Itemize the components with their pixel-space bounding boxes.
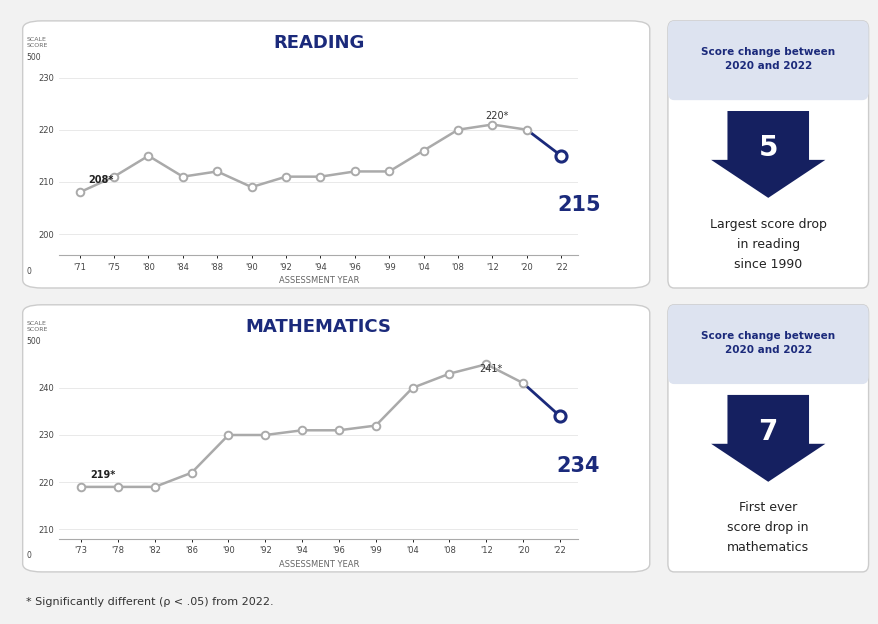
Text: 0: 0	[26, 267, 32, 276]
Polygon shape	[710, 395, 824, 482]
Text: 500: 500	[26, 337, 41, 346]
Text: * Significantly different (ρ < .05) from 2022.: * Significantly different (ρ < .05) from…	[26, 597, 274, 607]
Text: 5: 5	[758, 134, 777, 162]
X-axis label: ASSESSMENT YEAR: ASSESSMENT YEAR	[278, 560, 358, 568]
FancyBboxPatch shape	[667, 305, 867, 572]
FancyBboxPatch shape	[23, 21, 649, 288]
Text: Score change between
2020 and 2022: Score change between 2020 and 2022	[701, 331, 834, 355]
Text: 219*: 219*	[90, 470, 115, 480]
Text: 241*: 241*	[479, 364, 501, 374]
X-axis label: ASSESSMENT YEAR: ASSESSMENT YEAR	[278, 276, 358, 285]
Text: 500: 500	[26, 53, 41, 62]
Text: 220*: 220*	[485, 111, 508, 121]
Text: First ever
score drop in
mathematics: First ever score drop in mathematics	[726, 502, 809, 555]
FancyBboxPatch shape	[23, 305, 649, 572]
FancyBboxPatch shape	[667, 305, 867, 384]
Text: 0: 0	[26, 551, 32, 560]
FancyBboxPatch shape	[667, 21, 867, 288]
Text: SCALE
SCORE: SCALE SCORE	[26, 321, 48, 331]
Text: Score change between
2020 and 2022: Score change between 2020 and 2022	[701, 47, 834, 71]
Text: 234: 234	[556, 456, 599, 475]
Polygon shape	[710, 111, 824, 198]
Text: 7: 7	[758, 417, 777, 446]
Text: 208*: 208*	[88, 175, 113, 185]
Text: Largest score drop
in reading
since 1990: Largest score drop in reading since 1990	[709, 218, 825, 271]
FancyBboxPatch shape	[667, 21, 867, 100]
Text: SCALE
SCORE: SCALE SCORE	[26, 37, 48, 47]
Title: MATHEMATICS: MATHEMATICS	[246, 318, 392, 336]
Text: 215: 215	[558, 195, 601, 215]
Title: READING: READING	[273, 34, 364, 52]
